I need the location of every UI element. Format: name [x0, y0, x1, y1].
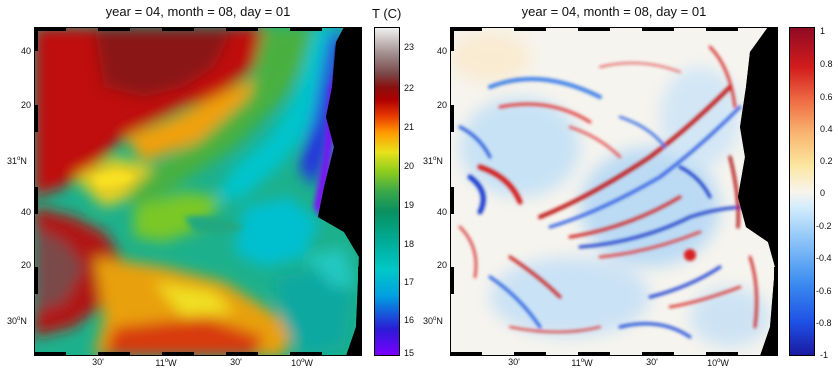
left-colorbar-tick: 15 — [404, 348, 415, 358]
left-lat-tick: 30oN — [7, 316, 27, 326]
left-lat-tick: 40 — [21, 207, 32, 217]
right-colorbar-tick: 0.6 — [820, 92, 833, 102]
left-lat-tick: 20 — [21, 100, 32, 110]
right-panel-title: year = 04, month = 08, day = 01 — [521, 4, 707, 19]
right-lon-tick: 30' — [508, 357, 520, 367]
right-colorbar-tick: -0.6 — [816, 286, 832, 296]
left-lon-tick: 11oW — [155, 358, 177, 368]
right-lat-tick: 31oN — [423, 156, 443, 166]
vorticity-field — [450, 27, 778, 356]
right-colorbar-tick: -0.8 — [816, 318, 832, 328]
right-lon-tick: 30' — [646, 357, 658, 367]
left-colorbar-tick: 19 — [404, 200, 415, 210]
right-lon-tick: 11oW — [571, 358, 593, 368]
right-colorbar-tick: 0 — [820, 188, 826, 198]
right-lon-tick: 10oW — [707, 358, 729, 368]
left-temperature-map — [34, 27, 362, 356]
map-frame-ticks — [34, 27, 362, 356]
right-colorbar-tick: 1 — [820, 26, 826, 36]
temperature-field — [34, 27, 362, 356]
right-colorbar-tick: -1 — [820, 350, 829, 360]
right-lat-tick: 20 — [437, 260, 448, 270]
left-colorbar-tick: 21 — [404, 122, 415, 132]
left-lon-tick: 30' — [230, 357, 242, 367]
right-lat-tick: 20 — [437, 100, 448, 110]
right-colorbar-tick: 0.2 — [820, 156, 833, 166]
left-colorbar-tick: 23 — [404, 42, 415, 52]
right-colorbar-tick: -0.2 — [816, 221, 832, 231]
left-lat-tick: 31oN — [7, 156, 27, 166]
left-lat-tick: 40 — [21, 46, 32, 56]
vorticity-colorbar — [789, 27, 815, 356]
left-colorbar-tick: 17 — [404, 277, 415, 287]
left-colorbar-tick: 18 — [404, 239, 415, 249]
left-colorbar-tick: 20 — [404, 161, 415, 171]
left-panel-title: year = 04, month = 08, day = 01 — [105, 4, 291, 19]
map-frame-ticks — [450, 27, 778, 356]
right-lat-tick: 30oN — [423, 316, 443, 326]
right-vorticity-map — [450, 27, 778, 356]
right-colorbar-tick: -0.4 — [816, 253, 832, 263]
left-colorbar-title: T (C) — [372, 6, 402, 21]
temperature-colorbar — [374, 27, 400, 356]
left-lat-tick: 20 — [21, 260, 32, 270]
left-colorbar-tick: 22 — [404, 83, 415, 93]
right-lat-tick: 40 — [437, 207, 448, 217]
right-lat-tick: 40 — [437, 46, 448, 56]
right-colorbar-tick: 0.8 — [820, 59, 833, 69]
left-lon-tick: 10oW — [291, 358, 313, 368]
left-lon-tick: 30' — [92, 357, 104, 367]
left-colorbar-tick: 16 — [404, 315, 415, 325]
right-colorbar-tick: 0.4 — [820, 124, 833, 134]
